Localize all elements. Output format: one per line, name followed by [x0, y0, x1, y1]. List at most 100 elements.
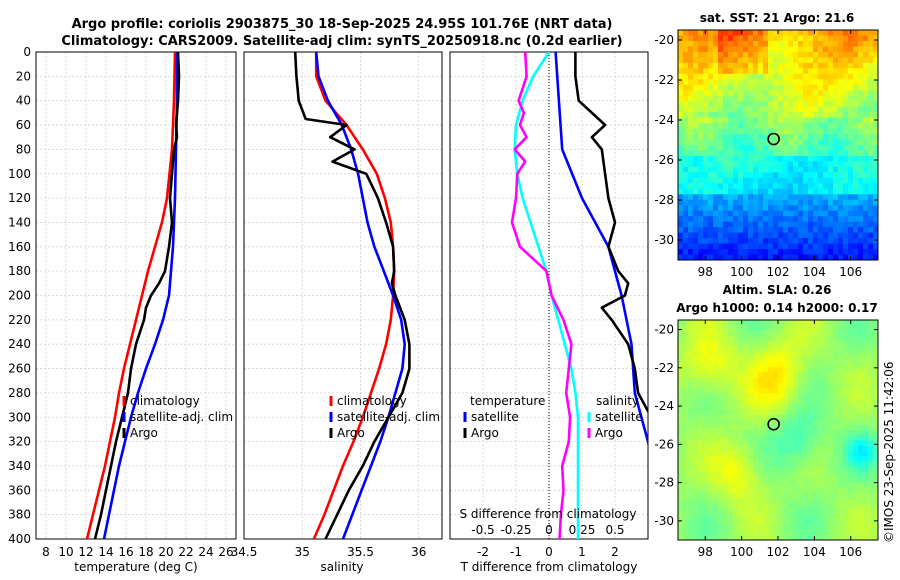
map-cell [678, 398, 684, 405]
map-cell [773, 424, 779, 431]
map-cell [743, 73, 749, 80]
map-cell [753, 388, 759, 394]
map-cell [803, 487, 809, 494]
map-cell [863, 377, 869, 384]
map-cell [873, 84, 878, 91]
map-cell [678, 84, 684, 91]
s-difference-tick-label: 0.5 [605, 523, 624, 537]
map-cell [728, 325, 734, 332]
map-cell [838, 232, 844, 239]
map-cell [763, 123, 769, 130]
map-cell [863, 398, 869, 405]
map-cell [803, 440, 809, 447]
map-cell [718, 340, 724, 347]
x-tick-label: 16 [118, 545, 133, 559]
map-cell [713, 205, 719, 212]
map-cell [683, 435, 689, 442]
map-cell [868, 249, 874, 256]
map-cell [738, 524, 744, 531]
map-cell [783, 30, 789, 37]
map-cell [753, 367, 759, 373]
map-cell [693, 377, 699, 384]
map-cell [768, 35, 774, 42]
map-cell [853, 534, 859, 540]
map-cell [843, 51, 849, 58]
map-cell [713, 335, 719, 342]
map-cell [773, 351, 779, 358]
map-cell [798, 150, 804, 157]
lon-tick-label: 104 [803, 265, 826, 279]
map-cell [723, 101, 729, 108]
map-cell [788, 73, 794, 80]
map-cell [688, 172, 694, 179]
map-cell [773, 46, 779, 53]
map-cell [698, 361, 704, 368]
map-cell [738, 30, 744, 37]
map-cell [798, 194, 804, 201]
map-cell [703, 35, 709, 42]
map-cell [793, 238, 799, 245]
map-cell [738, 177, 744, 184]
map-cell [768, 40, 774, 48]
map-cell [758, 254, 764, 260]
map-cell [753, 508, 759, 515]
map-cell [783, 424, 789, 431]
map-cell [803, 445, 809, 452]
map-cell [773, 73, 779, 80]
map-cell [873, 101, 878, 108]
map-cell [803, 450, 809, 457]
map-cell [798, 161, 804, 168]
map-cell [858, 221, 864, 228]
map-cell [818, 498, 824, 504]
map-cell [868, 68, 874, 75]
map-cell [813, 95, 819, 102]
map-cell [833, 79, 839, 86]
map-cell [763, 450, 769, 457]
map-cell [758, 440, 764, 447]
map-cell [798, 210, 804, 217]
map-cell [678, 51, 684, 58]
map-cell [748, 466, 754, 473]
depth-tick-label: 40 [16, 94, 31, 108]
map-cell [728, 403, 734, 410]
map-cell [713, 123, 719, 130]
map-cell [848, 210, 854, 217]
map-cell [868, 351, 874, 358]
map-cell [678, 216, 684, 223]
map-cell [703, 117, 709, 124]
map-cell [848, 68, 854, 75]
map-cell [743, 346, 749, 353]
map-cell [863, 35, 869, 42]
map-cell [863, 340, 869, 347]
map-cell [738, 199, 744, 206]
map-cell [713, 524, 719, 531]
map-cell [848, 440, 854, 447]
map-cell [728, 90, 734, 97]
map-cell [713, 466, 719, 473]
map-cell [773, 112, 779, 119]
map-cell [773, 367, 779, 373]
map-cell [733, 419, 739, 426]
map-cell [703, 513, 709, 520]
map-cell [848, 73, 854, 80]
map-cell [713, 377, 719, 384]
map-cell [838, 128, 844, 135]
map-cell [768, 73, 774, 80]
map-cell [778, 456, 784, 463]
map-cell [848, 51, 854, 58]
map-cell [838, 508, 844, 515]
map-cell [853, 183, 859, 190]
map-cell [778, 519, 784, 525]
map-cell [833, 73, 839, 80]
map-cell [683, 503, 689, 510]
map-cell [773, 101, 779, 108]
map-cell [773, 166, 779, 173]
map-cell [698, 519, 704, 525]
map-cell [733, 155, 739, 163]
map-cell [783, 414, 789, 421]
map-cell [788, 62, 794, 69]
map-cell [848, 238, 854, 245]
map-cell [818, 177, 824, 184]
map-cell [718, 73, 724, 80]
map-cell [793, 471, 799, 478]
